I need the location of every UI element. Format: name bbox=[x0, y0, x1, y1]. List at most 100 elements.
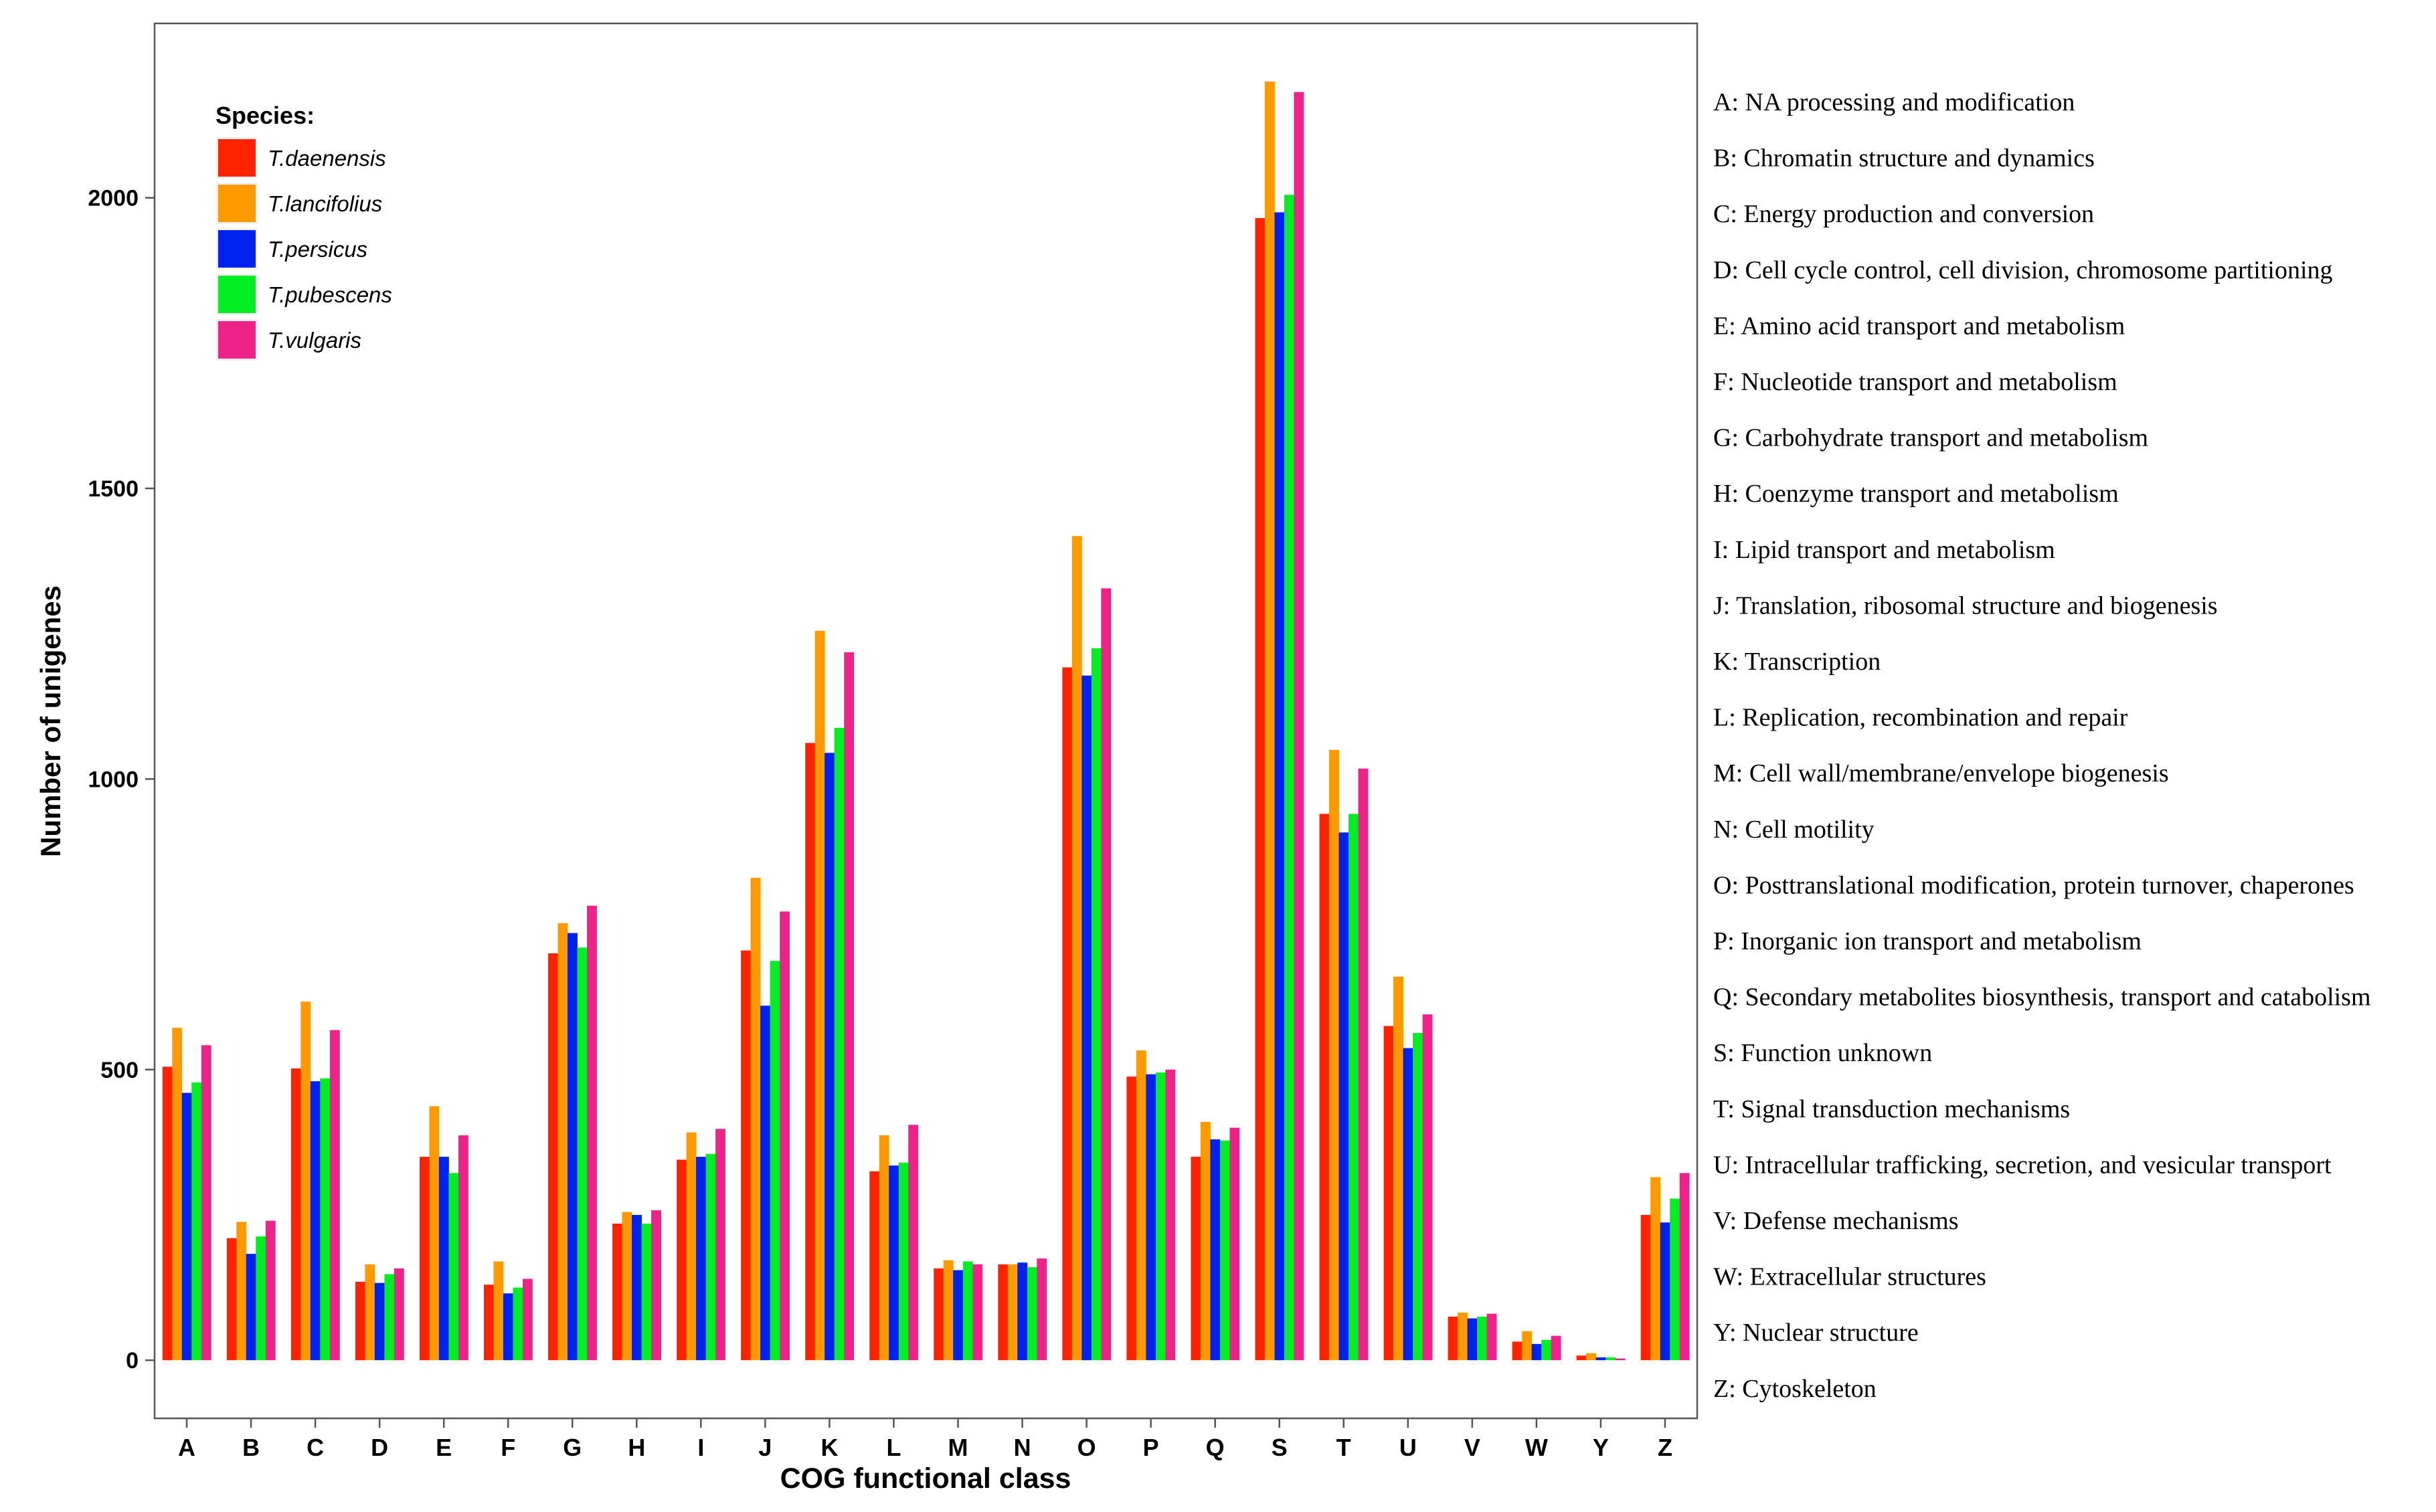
legend-item-tpersicus: T.persicus bbox=[216, 228, 367, 270]
bar-L-tlancifolius bbox=[879, 1135, 889, 1361]
plot-border bbox=[153, 22, 1699, 1420]
bar-B-tlancifolius bbox=[236, 1222, 247, 1361]
bar-group-B bbox=[226, 1220, 276, 1361]
bar-Q-tvulgaris bbox=[1229, 1127, 1240, 1361]
key-definitions-list: A: NA processing and modification B: Chro… bbox=[1713, 88, 2371, 1403]
bar-group-U bbox=[1383, 976, 1433, 1361]
x-tick-label-M: M bbox=[948, 1434, 968, 1461]
bar-S-tdaenensis bbox=[1255, 218, 1266, 1361]
bar-G-tpersicus bbox=[568, 933, 578, 1361]
legend-item-tvulgaris: T.vulgaris bbox=[216, 319, 361, 361]
bar-J-tpersicus bbox=[760, 1006, 771, 1361]
bar-L-tpersicus bbox=[889, 1165, 899, 1361]
bar-O-tvulgaris bbox=[1101, 588, 1112, 1361]
x-tick-label-B: B bbox=[242, 1434, 260, 1461]
x-tick-label-D: D bbox=[371, 1434, 388, 1461]
y-tick-label: 1000 bbox=[88, 767, 139, 792]
key-definition-item: D: Cell cycle control, cell division, ch… bbox=[1713, 256, 2333, 284]
key-definition-item: V: Defense mechanisms bbox=[1713, 1207, 1959, 1235]
bar-Y-tvulgaris bbox=[1615, 1358, 1626, 1361]
legend-item-tlancifolius: T.lancifolius bbox=[216, 183, 382, 224]
bar-F-tpersicus bbox=[503, 1293, 513, 1361]
x-tick-label-G: G bbox=[563, 1434, 582, 1461]
x-tick-label-V: V bbox=[1464, 1434, 1480, 1461]
legend-label: T.vulgaris bbox=[268, 328, 361, 353]
bar-E-tpersicus bbox=[438, 1157, 449, 1361]
bar-U-tlancifolius bbox=[1393, 976, 1403, 1361]
bar-group-Y bbox=[1576, 1353, 1626, 1361]
bar-group-M bbox=[934, 1260, 983, 1361]
key-definition-item: A: NA processing and modification bbox=[1713, 88, 2075, 116]
bar-group-G bbox=[548, 905, 597, 1361]
x-tick-label-K: K bbox=[820, 1434, 838, 1461]
x-tick-label-A: A bbox=[178, 1434, 195, 1461]
bar-Y-tdaenensis bbox=[1576, 1355, 1587, 1361]
bar-J-tpubescens bbox=[770, 961, 780, 1361]
y-tick-label: 0 bbox=[126, 1348, 139, 1374]
bar-W-tpersicus bbox=[1531, 1343, 1542, 1361]
legend-label: T.daenensis bbox=[268, 146, 386, 171]
bar-K-tpersicus bbox=[824, 753, 835, 1361]
bar-W-tdaenensis bbox=[1512, 1341, 1522, 1361]
key-definition-item: Q: Secondary metabolites biosynthesis, t… bbox=[1713, 983, 2371, 1012]
bar-V-tlancifolius bbox=[1458, 1312, 1468, 1361]
bar-group-V bbox=[1448, 1312, 1497, 1361]
bar-group-E bbox=[419, 1106, 468, 1361]
bar-K-tpubescens bbox=[834, 727, 845, 1361]
bar-J-tvulgaris bbox=[780, 911, 790, 1361]
bar-W-tlancifolius bbox=[1522, 1331, 1533, 1361]
bar-P-tpersicus bbox=[1146, 1074, 1156, 1361]
bar-S-tlancifolius bbox=[1264, 81, 1275, 1361]
bar-H-tpersicus bbox=[632, 1214, 642, 1361]
bar-G-tlancifolius bbox=[557, 923, 568, 1361]
bar-H-tdaenensis bbox=[612, 1223, 622, 1361]
bar-T-tvulgaris bbox=[1358, 768, 1369, 1361]
bar-O-tpersicus bbox=[1081, 675, 1092, 1361]
bar-group-H bbox=[612, 1210, 661, 1361]
key-definition-item: T: Signal transduction mechanisms bbox=[1713, 1095, 2070, 1123]
bar-group-A bbox=[162, 1028, 211, 1361]
key-definition-item: E: Amino acid transport and metabolism bbox=[1713, 312, 2125, 340]
bar-T-tpubescens bbox=[1348, 814, 1359, 1361]
bar-G-tdaenensis bbox=[548, 953, 558, 1361]
bar-E-tlancifolius bbox=[429, 1106, 440, 1361]
bar-Q-tdaenensis bbox=[1191, 1157, 1201, 1361]
key-definition-item: H: Coenzyme transport and metabolism bbox=[1713, 480, 2119, 508]
x-tick-label-F: F bbox=[501, 1434, 515, 1461]
bar-G-tpubescens bbox=[577, 947, 588, 1361]
legend-swatch bbox=[218, 276, 256, 313]
bar-A-tlancifolius bbox=[172, 1028, 183, 1361]
bar-S-tpubescens bbox=[1284, 195, 1294, 1361]
x-tick-label-W: W bbox=[1525, 1434, 1548, 1461]
bar-N-tpersicus bbox=[1017, 1262, 1028, 1361]
x-tick-label-S: S bbox=[1272, 1434, 1288, 1461]
bar-Y-tpersicus bbox=[1595, 1357, 1606, 1361]
bar-E-tdaenensis bbox=[419, 1157, 430, 1361]
bar-N-tvulgaris bbox=[1037, 1258, 1047, 1361]
bar-B-tpersicus bbox=[246, 1254, 256, 1361]
bar-E-tvulgaris bbox=[458, 1135, 468, 1361]
x-tick-label-I: I bbox=[697, 1434, 704, 1461]
bar-L-tdaenensis bbox=[869, 1171, 880, 1361]
x-tick-label-P: P bbox=[1143, 1434, 1159, 1461]
bar-K-tvulgaris bbox=[844, 652, 855, 1361]
bar-H-tlancifolius bbox=[622, 1212, 632, 1361]
bar-P-tlancifolius bbox=[1136, 1050, 1146, 1361]
bar-H-tvulgaris bbox=[651, 1210, 661, 1361]
x-axis-label: COG functional class bbox=[780, 1462, 1071, 1495]
legend-title: Species: bbox=[215, 102, 315, 129]
bar-T-tlancifolius bbox=[1329, 749, 1339, 1361]
legend-item-tdaenensis: T.daenensis bbox=[216, 137, 386, 179]
bar-group-O bbox=[1062, 536, 1112, 1361]
x-tick-label-C: C bbox=[307, 1434, 324, 1461]
legend-swatch bbox=[218, 139, 256, 177]
bars-group bbox=[162, 81, 1690, 1361]
bar-Z-tvulgaris bbox=[1679, 1173, 1690, 1361]
x-tick-label-O: O bbox=[1077, 1434, 1096, 1461]
bar-group-P bbox=[1126, 1050, 1176, 1361]
bar-F-tpubescens bbox=[513, 1287, 523, 1361]
bar-I-tlancifolius bbox=[686, 1132, 697, 1361]
bar-C-tdaenensis bbox=[290, 1068, 301, 1361]
bar-L-tvulgaris bbox=[908, 1125, 919, 1361]
